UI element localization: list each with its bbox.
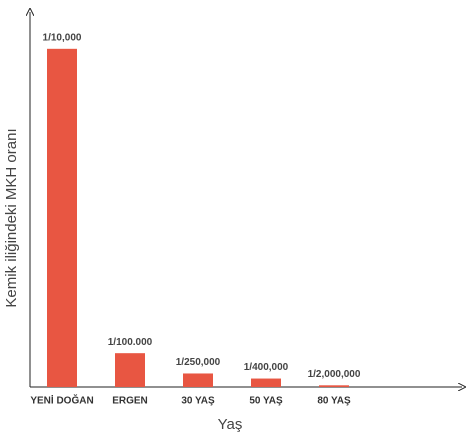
value-label: 1/400,000: [244, 362, 289, 373]
x-tick-label: YENİ DOĞAN: [30, 394, 93, 407]
bar: [319, 385, 349, 387]
bar: [115, 353, 145, 387]
value-label: 1/2,000,000: [308, 369, 361, 380]
x-tick-label: ERGEN: [112, 396, 148, 407]
y-axis-title: Kemik iliğindeki MKH oranı: [3, 128, 20, 307]
bar: [183, 373, 213, 387]
x-tick-label: 80 YAŞ: [317, 396, 351, 407]
x-axis-title: Yaş: [218, 416, 243, 433]
bar: [251, 378, 281, 387]
value-label: 1/10,000: [43, 32, 82, 43]
value-label: 1/250,000: [176, 357, 221, 368]
value-label: 1/100.000: [108, 337, 153, 348]
x-tick-label: 50 YAŞ: [249, 396, 283, 407]
x-tick-label: 30 YAŞ: [181, 396, 215, 407]
bar: [47, 48, 77, 388]
